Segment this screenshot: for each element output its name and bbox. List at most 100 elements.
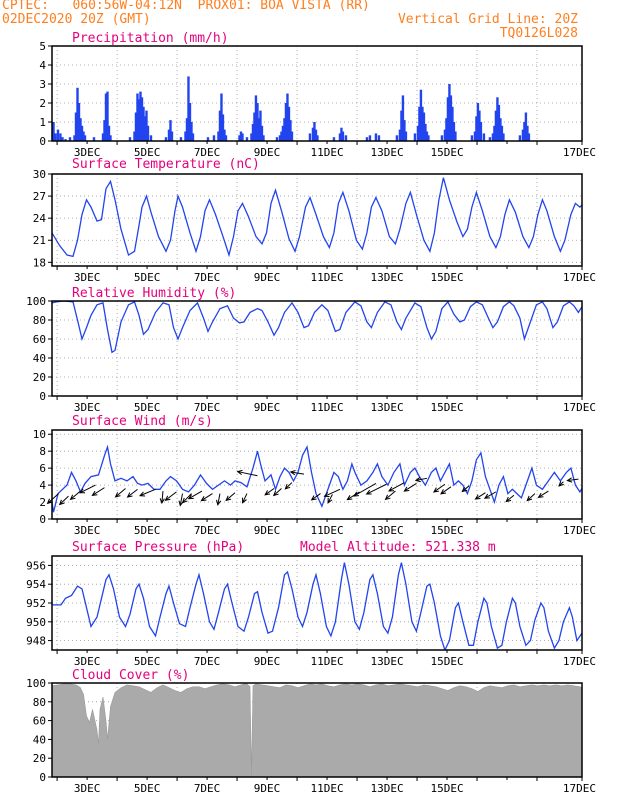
precip-bar [220, 93, 223, 141]
x-tick-label: 15DEC [430, 271, 463, 284]
precip-bar [245, 137, 249, 141]
wind-arrow [165, 491, 177, 501]
precip-bar [262, 135, 265, 141]
x-tick-label: 9DEC [254, 782, 281, 795]
precip-bar [452, 122, 456, 141]
wind-arrow [115, 488, 126, 498]
wind-arrow [139, 488, 156, 497]
precip-bar [103, 120, 106, 141]
precip-bar [74, 112, 78, 141]
precip-bar [64, 139, 67, 141]
x-tick-label: 17DEC [563, 782, 596, 795]
precip-bar [106, 91, 109, 141]
panel-title: Surface Pressure (hPa) [72, 540, 244, 555]
precip-bar [425, 131, 429, 141]
wind-arrowhead [79, 488, 86, 494]
y-tick-label: 3 [39, 78, 46, 91]
precip-bar [451, 106, 454, 141]
precip-bar [128, 137, 132, 141]
precip-bar [287, 106, 291, 141]
precip-bar [101, 133, 105, 141]
x-tick-label: 11DEC [310, 271, 343, 284]
precip-bar [169, 120, 172, 141]
header-date-line: 02DEC2020 20Z (GMT) [2, 12, 151, 27]
wind-arrowhead [461, 486, 468, 493]
precip-bar [338, 133, 342, 141]
precip-bar [54, 133, 57, 141]
precip-bar [499, 118, 502, 141]
precip-bar [212, 135, 216, 141]
precip-bar [454, 131, 457, 141]
precip-bar [146, 125, 150, 141]
y-tick-label: 4 [39, 479, 46, 492]
precip-bar [443, 129, 447, 141]
y-tick-label: 2 [39, 97, 46, 110]
y-tick-label: 954 [26, 578, 46, 591]
x-tick-label: 3DEC [74, 401, 101, 414]
wind-arrow [59, 495, 69, 505]
wind-arrowhead [323, 492, 330, 497]
y-tick-label: 40 [33, 733, 46, 746]
panel-title: Precipitation (mm/h) [72, 31, 229, 46]
precip-bar [398, 129, 402, 141]
precip-bar [332, 137, 336, 141]
panel-wind: Surface Wind (m/s) 0 2 4 6 8 10 3DEC 5DEC 7DEC 9DE… [33, 414, 596, 537]
header-station-line: CPTEC: 060:56W-04:12N PROX01: BOA VISTA … [2, 0, 370, 13]
x-tick-label: 3DEC [74, 782, 101, 795]
x-tick-label: 15DEC [430, 146, 463, 159]
wind-arrowhead [440, 489, 447, 495]
precip-bar [253, 112, 256, 141]
precip-bar [311, 127, 315, 141]
precip-bar [475, 116, 478, 141]
precip-bar [491, 133, 495, 141]
wind-arrowhead [114, 492, 121, 498]
precip-bar [500, 125, 504, 141]
x-tick-label: 11DEC [310, 146, 343, 159]
x-tick-label: 11DEC [310, 782, 343, 795]
y-tick-label: 80 [33, 314, 46, 327]
precip-bar [400, 110, 403, 141]
precip-bar [259, 110, 262, 141]
y-tick-label: 60 [33, 715, 46, 728]
x-tick-label: 5DEC [134, 271, 161, 284]
precip-bar [446, 97, 450, 141]
precip-bar [137, 99, 141, 141]
y-tick-label: 21 [33, 234, 46, 247]
y-tick-label: 80 [33, 696, 46, 709]
precip-bar [82, 131, 85, 141]
wind-arrow [179, 493, 183, 506]
x-tick-label: 11DEC [310, 524, 343, 537]
y-tick-label: 948 [26, 635, 46, 648]
x-tick-label: 13DEC [370, 146, 403, 159]
x-tick-label: 5DEC [134, 146, 161, 159]
precip-bar [254, 95, 258, 141]
precip-bar [281, 125, 285, 141]
wind-arrowhead [284, 483, 291, 490]
precip-bar [104, 93, 108, 141]
x-tick-label: 13DEC [370, 401, 403, 414]
panel-title: Surface Temperature (nC) [72, 157, 260, 172]
precip-bar [313, 122, 316, 141]
precip-bar [76, 87, 79, 141]
x-tick-label: 5DEC [134, 782, 161, 795]
y-tick-label: 2 [39, 496, 46, 509]
precip-bar [418, 106, 421, 141]
y-tick-label: 6 [39, 462, 46, 475]
precip-bar [449, 95, 453, 141]
x-tick-label: 15DEC [430, 782, 463, 795]
wind-arrowhead [526, 495, 533, 502]
precip-bar [107, 125, 111, 141]
wind-arrow [79, 484, 96, 494]
wind-arrowhead [69, 494, 76, 501]
wind-arrowhead [537, 492, 544, 498]
wind-arrowhead [159, 498, 165, 505]
precip-bar [218, 110, 222, 141]
wind-arrowhead [474, 494, 481, 500]
precip-bar [308, 133, 312, 141]
panel-frame [51, 429, 583, 520]
precip-bar [440, 135, 444, 141]
x-tick-label: 3DEC [74, 655, 101, 668]
precip-bar [187, 76, 190, 141]
